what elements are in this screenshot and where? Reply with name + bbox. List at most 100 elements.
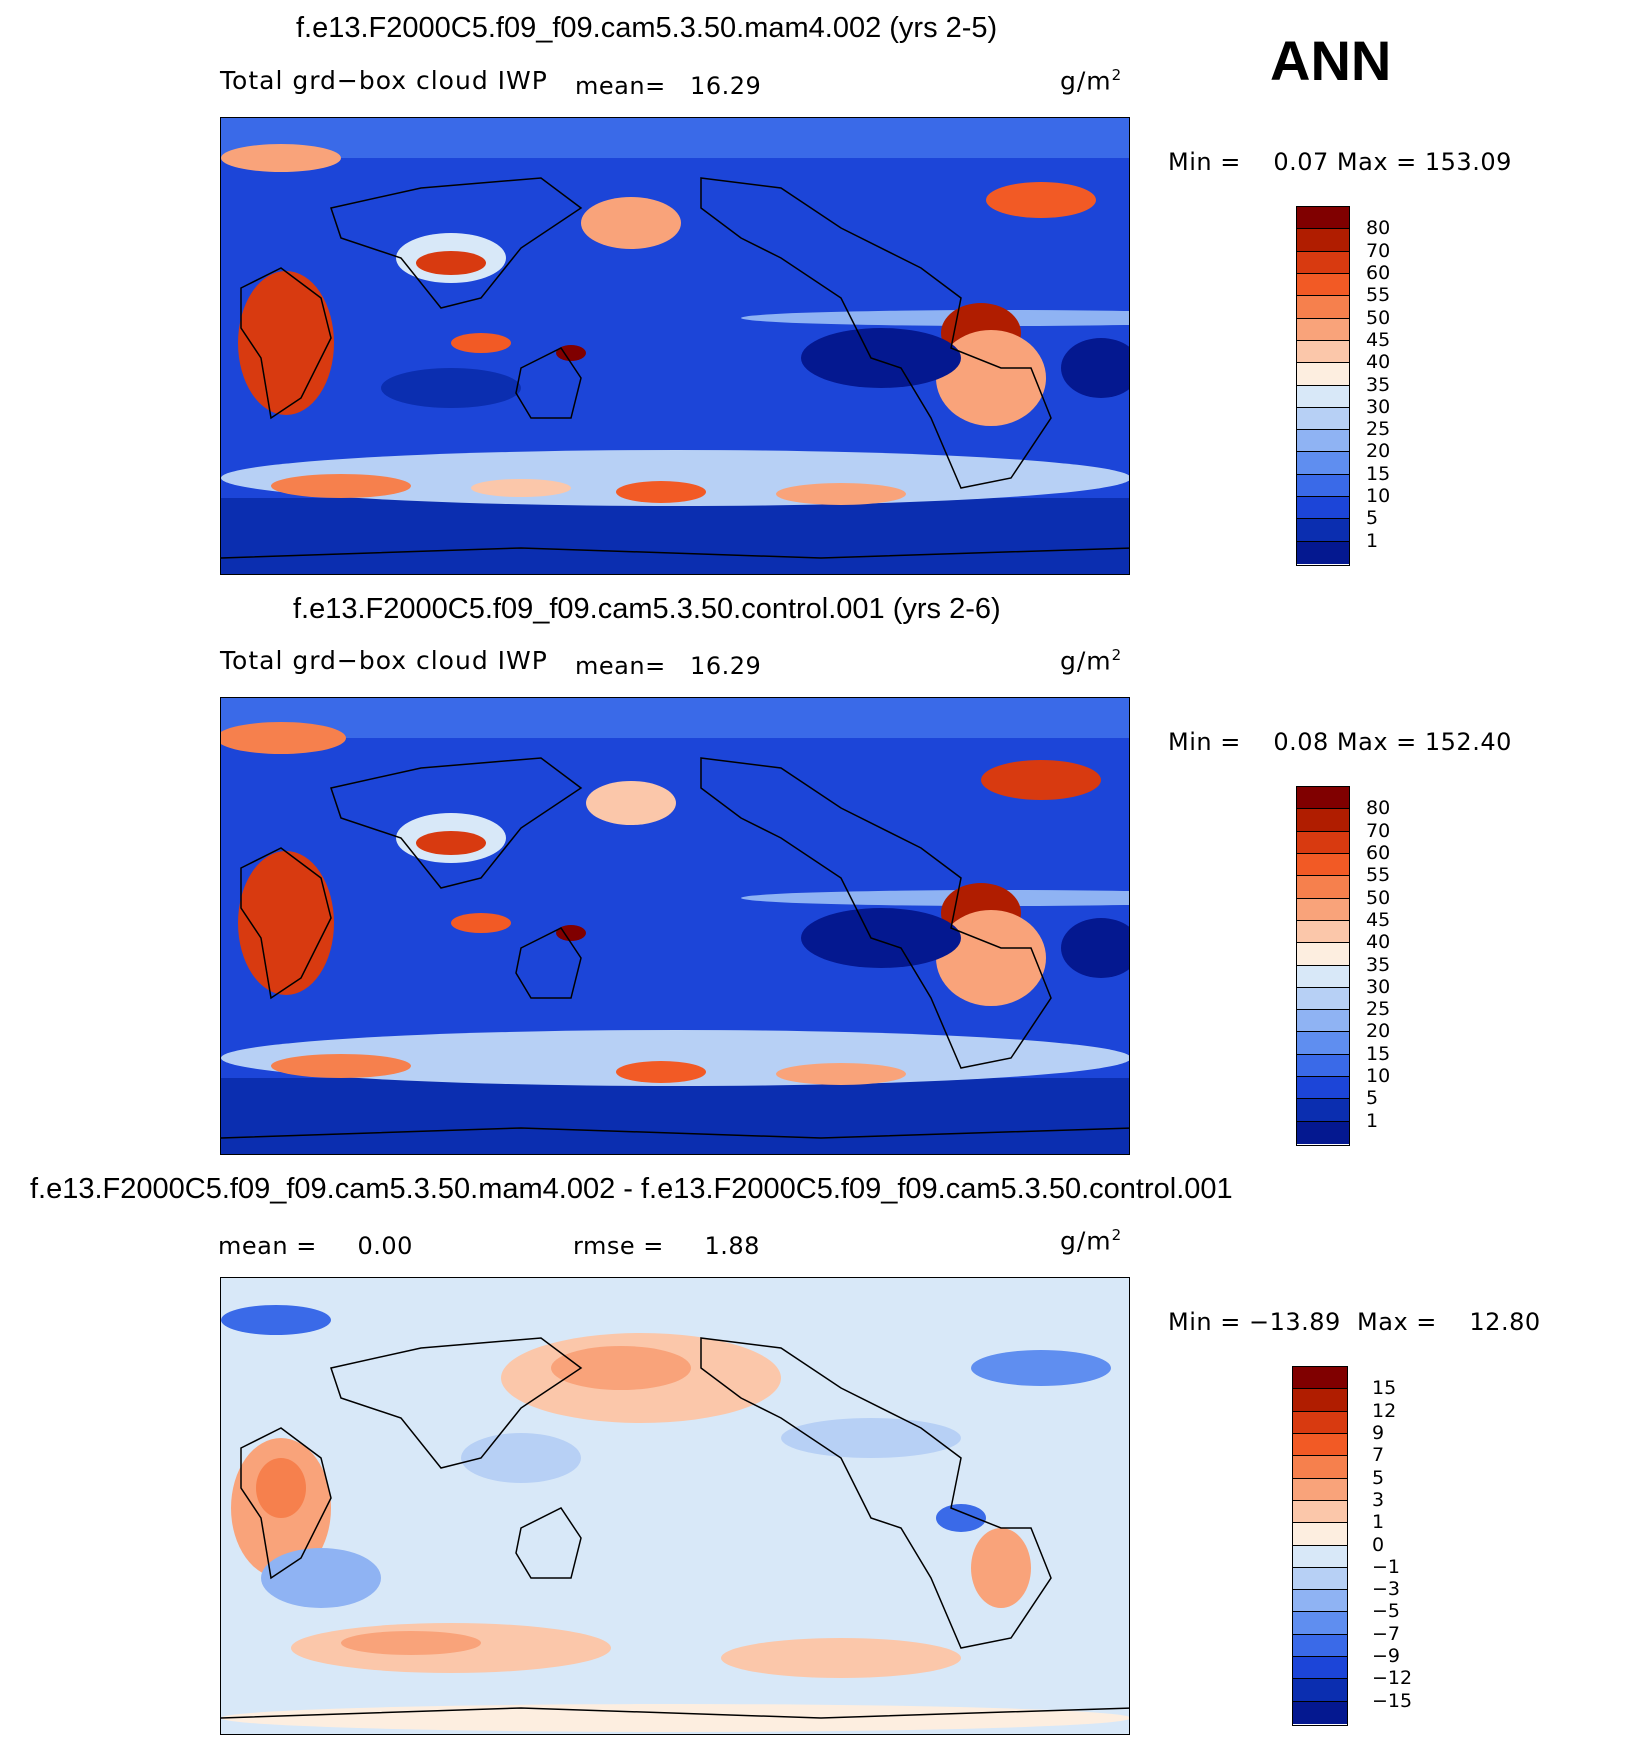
colorbar-label: 70 (1366, 239, 1391, 262)
colorbar-label: −9 (1372, 1645, 1401, 1668)
panel1-variable-label: Total grd−box cloud IWP (220, 66, 548, 95)
season-label: ANN (1270, 29, 1392, 92)
colorbar-label: 70 (1366, 819, 1391, 842)
panel3-mean: mean = 0.00 (218, 1232, 413, 1260)
colorbar-swatch (1297, 1010, 1349, 1033)
colorbar-label: 30 (1366, 975, 1391, 998)
colorbar-swatch (1297, 987, 1349, 1011)
colorbar-swatch (1297, 385, 1349, 408)
colorbar-label: 20 (1366, 440, 1391, 463)
panel3-minmax: Min = −13.89 Max = 12.80 (1168, 1308, 1541, 1336)
colorbar-label: 50 (1366, 306, 1391, 329)
colorbar-label: 7 (1372, 1444, 1385, 1467)
colorbar-swatch (1297, 787, 1349, 810)
colorbar-label: 35 (1366, 953, 1391, 976)
colorbar-label: 15 (1366, 1042, 1391, 1065)
colorbar-label: 15 (1372, 1377, 1397, 1400)
panel3-units: g/m2 (1060, 1226, 1123, 1256)
colorbar-label: 1 (1372, 1511, 1385, 1534)
colorbar-label: 1 (1366, 1109, 1379, 1132)
colorbar-swatch (1297, 363, 1349, 386)
panel1-units: g/m2 (1060, 66, 1123, 96)
colorbar-label: −12 (1372, 1667, 1413, 1690)
colorbar-swatch (1297, 318, 1349, 341)
colorbar-swatch (1297, 1077, 1349, 1100)
colorbar-label: 15 (1366, 462, 1391, 485)
panel2-title: f.e13.F2000C5.f09_f09.cam5.3.50.control.… (293, 593, 1001, 625)
panel2-map-canvas (221, 698, 1129, 1154)
panel2-units: g/m2 (1060, 646, 1123, 676)
colorbar-swatch (1297, 965, 1349, 988)
colorbar-swatch (1297, 876, 1349, 899)
panel1-map (220, 117, 1130, 575)
colorbar-swatch (1297, 497, 1349, 520)
colorbar-swatch (1297, 430, 1349, 453)
panel3-colorbar-cells (1293, 1367, 1347, 1724)
colorbar-swatch (1297, 229, 1349, 252)
colorbar-label: 55 (1366, 864, 1391, 887)
panel3-colorbar (1292, 1366, 1348, 1726)
colorbar-swatch (1297, 519, 1349, 542)
colorbar-swatch (1297, 1099, 1349, 1122)
colorbar-label: 5 (1372, 1466, 1385, 1489)
colorbar-swatch (1297, 541, 1349, 564)
colorbar-label: 60 (1366, 841, 1391, 864)
panel1-colorbar-cells (1297, 207, 1349, 564)
colorbar-swatch (1293, 1389, 1347, 1412)
colorbar-label: 5 (1366, 1087, 1379, 1110)
colorbar-swatch (1297, 831, 1349, 854)
colorbar-swatch (1293, 1634, 1347, 1658)
colorbar-swatch (1297, 296, 1349, 319)
colorbar-swatch (1293, 1679, 1347, 1702)
panel2-variable-label: Total grd−box cloud IWP (220, 646, 548, 675)
panel2-mean: mean= 16.29 (575, 652, 762, 680)
panel1-colorbar (1296, 206, 1350, 566)
colorbar-label: −1 (1372, 1555, 1401, 1578)
colorbar-swatch (1293, 1523, 1347, 1546)
colorbar-swatch (1297, 809, 1349, 832)
colorbar-label: −15 (1372, 1689, 1413, 1712)
colorbar-swatch (1297, 207, 1349, 230)
colorbar-label: 80 (1366, 797, 1391, 820)
colorbar-swatch (1293, 1701, 1347, 1724)
colorbar-swatch (1293, 1478, 1347, 1501)
colorbar-swatch (1293, 1456, 1347, 1479)
colorbar-swatch (1293, 1367, 1347, 1390)
colorbar-swatch (1297, 273, 1349, 297)
colorbar-label: 35 (1366, 373, 1391, 396)
colorbar-label: −3 (1372, 1578, 1401, 1601)
panel2-minmax: Min = 0.08 Max = 152.40 (1168, 728, 1512, 756)
colorbar-label: 55 (1366, 284, 1391, 307)
colorbar-swatch (1297, 943, 1349, 966)
colorbar-label: 20 (1366, 1020, 1391, 1043)
panel1-title: f.e13.F2000C5.f09_f09.cam5.3.50.mam4.002… (296, 12, 998, 44)
colorbar-swatch (1293, 1612, 1347, 1635)
colorbar-swatch (1293, 1411, 1347, 1434)
colorbar-label: 10 (1366, 485, 1391, 508)
panel3-map-canvas (221, 1278, 1129, 1734)
colorbar-swatch (1297, 1054, 1349, 1078)
colorbar-label: 5 (1366, 507, 1379, 530)
colorbar-label: 12 (1372, 1399, 1397, 1422)
panel1-minmax: Min = 0.07 Max = 153.09 (1168, 148, 1512, 176)
colorbar-label: 25 (1366, 998, 1391, 1021)
colorbar-label: 80 (1366, 217, 1391, 240)
colorbar-label: 25 (1366, 418, 1391, 441)
colorbar-swatch (1297, 452, 1349, 475)
colorbar-label: 50 (1366, 886, 1391, 909)
colorbar-label: 1 (1366, 529, 1379, 552)
colorbar-swatch (1297, 407, 1349, 431)
colorbar-swatch (1297, 920, 1349, 944)
panel2-colorbar (1296, 786, 1350, 1146)
colorbar-swatch (1293, 1567, 1347, 1591)
panel3-title: f.e13.F2000C5.f09_f09.cam5.3.50.mam4.002… (30, 1173, 1233, 1205)
colorbar-label: 40 (1366, 351, 1391, 374)
colorbar-swatch (1293, 1657, 1347, 1680)
colorbar-swatch (1297, 474, 1349, 498)
colorbar-label: 10 (1366, 1065, 1391, 1088)
colorbar-swatch (1293, 1545, 1347, 1568)
colorbar-label: 3 (1372, 1488, 1385, 1511)
colorbar-swatch (1293, 1500, 1347, 1524)
colorbar-label: −5 (1372, 1600, 1401, 1623)
colorbar-swatch (1297, 1032, 1349, 1055)
